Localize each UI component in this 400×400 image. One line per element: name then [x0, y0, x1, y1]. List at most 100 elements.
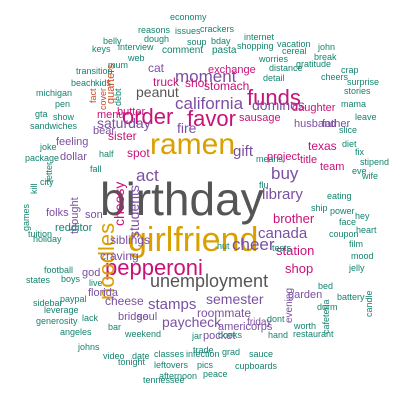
- word-redditor: redditor: [55, 222, 93, 234]
- word-show: show: [53, 112, 75, 122]
- word-garden: garden: [288, 289, 323, 301]
- word-birthday: birthday: [100, 173, 264, 225]
- word-cheese: cheese: [105, 294, 144, 308]
- word-bed: bed: [318, 281, 334, 291]
- word-face: face: [339, 217, 357, 227]
- word-lack: lack: [82, 313, 99, 323]
- word-friday: friday: [247, 317, 272, 328]
- word-god: god: [82, 267, 101, 279]
- word-library: library: [262, 186, 303, 203]
- word-detail: detail: [263, 73, 285, 83]
- word-roommate: roommate: [197, 306, 252, 320]
- word-gift: gift: [233, 143, 254, 160]
- word-live: live: [89, 278, 103, 288]
- word-station: station: [276, 243, 315, 258]
- word-keys: keys: [92, 44, 111, 54]
- word-bridge: bridge: [118, 311, 149, 323]
- word-tennessee: tennessee: [143, 375, 185, 385]
- word-fix: fix: [355, 147, 364, 157]
- word-spot: spot: [127, 146, 150, 160]
- word-bar: bar: [108, 322, 122, 332]
- word-means: means: [256, 154, 284, 164]
- word-cover: cover: [98, 87, 108, 110]
- word-hut: hut: [217, 241, 230, 251]
- word-cheer: cheer: [232, 235, 275, 254]
- word-craving: craving: [100, 249, 139, 263]
- word-soup: soup: [187, 37, 207, 47]
- word-grad: grad: [222, 347, 241, 357]
- word-cereal: cereal: [282, 46, 307, 56]
- word-canada: canada: [258, 225, 308, 242]
- word-internet: internet: [244, 32, 275, 42]
- word-sandwiches: sandwiches: [30, 121, 78, 131]
- word-holiday: holiday: [33, 234, 62, 244]
- word-bear: bear: [93, 125, 116, 137]
- word-restaurant: restaurant: [293, 329, 334, 339]
- word-cafeteria: cafeteria: [321, 299, 331, 334]
- word-stipend: stipend: [360, 157, 390, 167]
- word-package: package: [25, 153, 60, 163]
- word-tonight: tonight: [118, 357, 146, 367]
- word-break: break: [314, 52, 337, 62]
- word-stomach: stomach: [204, 79, 250, 93]
- word-kill: kill: [29, 183, 39, 195]
- word-brother: brother: [273, 211, 315, 226]
- word-joke: joke: [40, 142, 57, 152]
- word-books: books: [218, 330, 243, 340]
- word-economy: economy: [170, 12, 207, 22]
- word-dough: dough: [144, 34, 170, 44]
- word-comment: comment: [162, 45, 204, 56]
- word-sausage: sausage: [239, 112, 281, 124]
- word-stories: stories: [344, 86, 371, 96]
- word-folks: folks: [46, 207, 69, 219]
- word-sidebar: sidebar: [33, 298, 63, 308]
- word-unemployment: unemployment: [150, 271, 269, 291]
- word-gratitude: gratitude: [296, 59, 332, 69]
- word-issues: issues: [175, 26, 201, 36]
- word-worries: worries: [259, 54, 289, 64]
- word-truck: truck: [153, 75, 180, 89]
- word-shop: shop: [285, 261, 314, 276]
- word-father: father: [322, 118, 351, 130]
- word-dollar: dollar: [60, 151, 87, 163]
- word-stamps: stamps: [148, 296, 197, 313]
- word-mum: mum: [108, 60, 128, 70]
- word-crap: crap: [341, 65, 359, 75]
- word-slice: slice: [339, 125, 358, 135]
- word-crackers: crackers: [200, 24, 235, 34]
- word-menu: menu: [97, 109, 125, 121]
- word-peanut: peanut: [136, 84, 179, 100]
- word-hey: hey: [355, 211, 370, 221]
- word-tests: tests: [272, 243, 292, 253]
- word-johns: johns: [78, 342, 100, 352]
- word-john: john: [318, 42, 336, 52]
- word-infection: infection: [186, 349, 220, 359]
- word-butter: butter: [117, 106, 146, 118]
- word-daughter: daughter: [292, 102, 336, 114]
- word-distance: distance: [269, 63, 303, 73]
- word-tuition: tuition: [28, 229, 53, 239]
- word-web: web: [128, 53, 145, 63]
- word-siblings: siblings: [110, 233, 151, 247]
- word-wife: wife: [362, 171, 379, 181]
- word-states: states: [26, 275, 51, 285]
- word-pen: pen: [55, 99, 71, 109]
- word-leverage: leverage: [44, 305, 79, 315]
- word-classes: classes: [154, 349, 185, 359]
- word-paycheck: paycheck: [162, 314, 222, 330]
- word-heart: heart: [356, 225, 377, 235]
- word-battery: battery: [337, 292, 365, 302]
- word-buy: buy: [271, 164, 299, 183]
- word-surprise: surprise: [347, 77, 380, 87]
- word-trade: trade: [193, 345, 214, 355]
- word-angeles: angeles: [60, 327, 92, 337]
- word-transition: transition: [76, 66, 113, 76]
- word-beach: beach: [71, 78, 96, 88]
- word-girlfriend: girlfriend: [128, 221, 259, 259]
- word-team: team: [320, 161, 345, 173]
- word-mood: mood: [351, 251, 374, 261]
- word-pasta: pasta: [212, 45, 237, 56]
- word-interview: interview: [118, 42, 154, 52]
- word-football: football: [44, 265, 74, 275]
